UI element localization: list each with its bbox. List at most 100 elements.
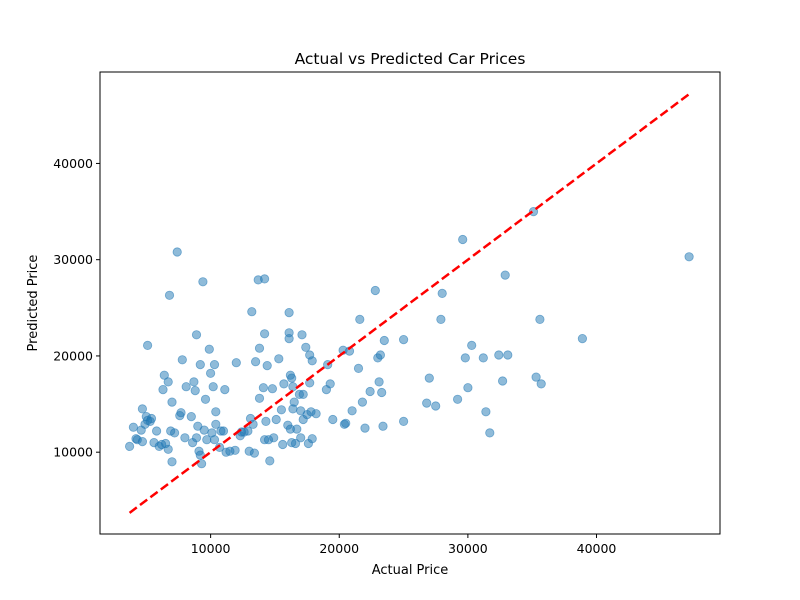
data-point-109	[298, 389, 308, 399]
data-point-52	[209, 435, 220, 445]
data-point-85	[267, 384, 277, 394]
data-point-137	[375, 350, 385, 360]
data-point-128	[347, 406, 357, 416]
data-point-20	[163, 444, 173, 454]
data-point-158	[500, 270, 510, 280]
data-point-14	[152, 426, 162, 436]
data-point-26	[170, 428, 180, 438]
data-point-5	[137, 404, 147, 414]
data-point-122	[325, 379, 335, 389]
data-point-162	[535, 314, 545, 324]
data-point-25	[167, 397, 177, 407]
data-point-79	[259, 274, 270, 284]
data-point-143	[422, 398, 432, 408]
x-tick-label-30000: 30000	[448, 541, 488, 556]
data-point-49	[206, 368, 216, 378]
data-point-18	[159, 370, 169, 380]
data-point-51	[208, 382, 218, 392]
data-point-75	[254, 393, 265, 403]
data-point-133	[365, 386, 375, 397]
data-point-31	[180, 433, 190, 443]
data-point-27	[172, 247, 182, 257]
data-point-131	[357, 397, 367, 407]
data-point-81	[261, 416, 271, 426]
data-point-89	[276, 405, 286, 415]
data-point-147	[437, 288, 447, 298]
y-axis-label: Predicted Price	[26, 255, 41, 352]
data-point-58	[218, 426, 229, 436]
data-point-82	[262, 360, 272, 371]
data-point-77	[258, 383, 268, 393]
data-point-126	[341, 418, 351, 428]
data-point-152	[467, 340, 477, 350]
plot-frame	[99, 71, 721, 535]
data-point-10	[143, 340, 153, 350]
data-point-93	[284, 307, 294, 318]
data-point-100	[288, 382, 298, 392]
data-point-33	[186, 411, 196, 422]
data-point-45	[199, 425, 209, 435]
data-point-159	[503, 350, 513, 360]
data-point-73	[251, 357, 261, 367]
data-point-119	[311, 409, 321, 419]
data-point-155	[485, 428, 495, 438]
data-point-130	[355, 314, 365, 324]
data-point-102	[289, 397, 299, 407]
data-point-38	[191, 433, 202, 443]
data-point-156	[494, 350, 504, 360]
data-point-35	[189, 377, 199, 387]
data-point-129	[353, 363, 364, 373]
data-point-24	[167, 457, 177, 467]
data-point-29	[176, 408, 186, 418]
chart-title: Actual vs Predicted Car Prices	[295, 50, 526, 68]
data-point-46	[200, 394, 211, 404]
data-point-91	[279, 379, 289, 389]
data-point-70	[247, 307, 257, 317]
data-point-84	[265, 456, 275, 466]
data-point-30	[177, 355, 187, 365]
data-point-163	[536, 379, 546, 389]
data-point-118	[307, 356, 317, 366]
data-point-37	[191, 330, 202, 340]
data-point-161	[531, 372, 541, 382]
data-point-76	[254, 343, 265, 353]
data-point-134	[370, 285, 380, 296]
data-point-136	[374, 377, 384, 387]
data-point-153	[478, 353, 488, 363]
data-point-104	[292, 424, 302, 434]
data-point-140	[379, 335, 389, 346]
data-point-141	[398, 334, 409, 345]
reference-line	[128, 92, 692, 514]
data-point-59	[220, 384, 230, 395]
data-point-78	[259, 329, 270, 339]
data-point-54	[211, 407, 221, 417]
data-point-145	[431, 401, 441, 411]
x-tick-label-10000: 10000	[191, 541, 231, 556]
data-point-12	[146, 413, 157, 424]
data-point-99	[287, 373, 297, 383]
data-point-132	[360, 423, 370, 433]
data-point-63	[231, 358, 241, 368]
x-tick-label-40000: 40000	[577, 541, 617, 556]
data-point-53	[209, 359, 220, 370]
y-tick-label-30000: 30000	[53, 252, 93, 267]
data-point-36	[190, 385, 200, 396]
data-point-146	[436, 314, 446, 324]
x-axis-ticks: 10000 20000 30000 40000	[191, 534, 617, 556]
data-point-88	[274, 354, 284, 364]
data-point-144	[424, 373, 434, 383]
y-axis-ticks: 10000 20000 30000 40000	[53, 156, 100, 460]
data-point-149	[458, 234, 468, 245]
data-point-6	[137, 436, 147, 447]
data-point-48	[204, 344, 214, 354]
data-point-1	[128, 422, 138, 432]
data-point-0	[125, 441, 135, 451]
data-point-67	[243, 426, 253, 436]
data-point-62	[230, 445, 240, 455]
data-point-142	[398, 416, 409, 426]
data-point-103	[290, 438, 301, 449]
data-point-108	[297, 330, 307, 340]
data-points	[125, 207, 694, 469]
data-point-95	[284, 333, 294, 344]
